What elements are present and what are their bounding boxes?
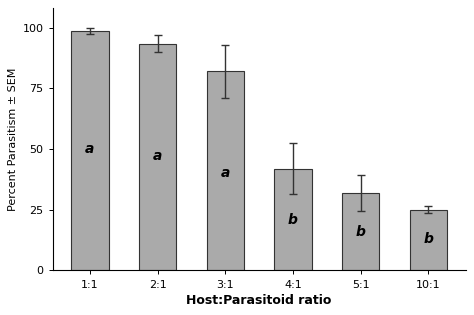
Text: a: a [153,149,162,163]
Bar [342,193,379,271]
Text: a: a [85,142,95,156]
Bar [139,43,176,271]
Text: b: b [423,232,433,246]
X-axis label: Host:Parasitoid ratio: Host:Parasitoid ratio [186,294,332,307]
Text: a: a [220,166,230,180]
Bar [410,210,447,271]
Text: b: b [356,225,365,239]
Bar [274,169,311,271]
Bar [71,32,109,271]
Y-axis label: Percent Parasitism ± SEM: Percent Parasitism ± SEM [9,68,18,211]
Text: b: b [288,213,298,226]
Bar [207,72,244,271]
